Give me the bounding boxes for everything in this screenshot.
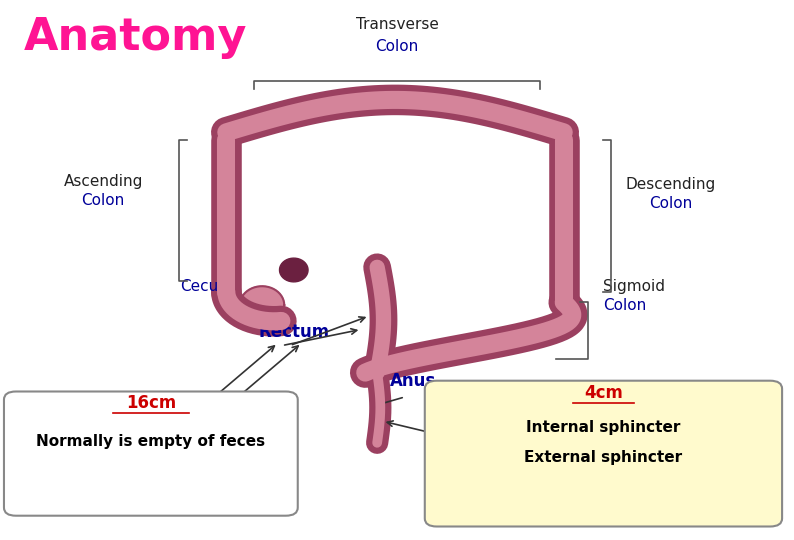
Text: Anatomy: Anatomy bbox=[24, 16, 247, 59]
Text: Colon: Colon bbox=[649, 195, 692, 211]
Text: Ascending: Ascending bbox=[64, 174, 143, 189]
Text: Descending: Descending bbox=[626, 177, 716, 192]
Polygon shape bbox=[240, 286, 284, 324]
Text: Transverse: Transverse bbox=[356, 17, 438, 32]
Text: Rectum: Rectum bbox=[258, 323, 330, 341]
Text: Colon: Colon bbox=[82, 193, 125, 208]
Text: Colon: Colon bbox=[603, 298, 646, 313]
Polygon shape bbox=[279, 258, 308, 282]
FancyBboxPatch shape bbox=[425, 381, 782, 526]
Text: 4cm: 4cm bbox=[584, 384, 622, 402]
FancyBboxPatch shape bbox=[4, 392, 298, 516]
Text: Anus: Anus bbox=[390, 372, 436, 390]
Text: Cecum: Cecum bbox=[180, 279, 233, 294]
Text: Colon: Colon bbox=[376, 39, 418, 54]
Text: Sigmoid: Sigmoid bbox=[603, 279, 665, 294]
Text: 16cm: 16cm bbox=[125, 394, 176, 412]
Text: External sphincter: External sphincter bbox=[524, 450, 683, 465]
Text: Normally is empty of feces: Normally is empty of feces bbox=[37, 434, 265, 449]
Text: Internal sphincter: Internal sphincter bbox=[526, 420, 680, 435]
